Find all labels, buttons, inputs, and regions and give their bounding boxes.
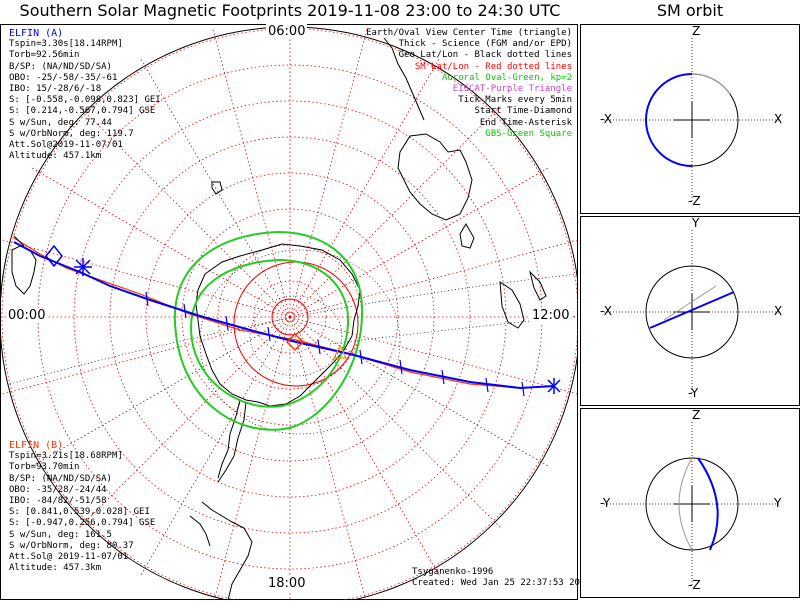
auroral-oval [173, 230, 364, 431]
legend-item: Tick Marks every 5min [458, 95, 572, 106]
elfin-a-line: Att.Sol@2019-11-07/01 [9, 140, 123, 151]
legend-item: GBS-Green Square [485, 128, 572, 139]
orbit-axis-label-top: Z [692, 24, 701, 38]
elfin-a-orbit [645, 73, 693, 167]
elfin-a-line: S w/Sun, deg: 77.44 [9, 117, 112, 128]
clock-label-bottom: 18:00 [266, 576, 308, 591]
elfin-a-track [13, 241, 555, 390]
elfin-a-info: ELFIN (A) Tspin=3.30s[18.14RPM] Torb=92.5… [9, 28, 161, 162]
start-diamond-marker [45, 244, 305, 352]
orbit-panel: Y -Y -X X [580, 216, 800, 406]
elfin-b-line: Altitude: 457.3km [9, 563, 102, 574]
orbit-axis-label-right: Y [774, 496, 782, 510]
elfin-b-name: ELFIN (B) [9, 440, 64, 451]
end-asterisk-marker [74, 258, 561, 394]
elfin-b-orbit [678, 457, 693, 551]
orbit-axis-label-top: Z [692, 408, 701, 422]
plot-title: Southern Solar Magnetic Footprints 2019-… [19, 1, 561, 20]
elfin-b-parameters: Tspin=3.21s[18.68RPM] Torb=93.70min B/SP: … [9, 451, 155, 574]
elfin-b-line: S w/OrbNorm, deg: 80.37 [9, 540, 134, 551]
legend-item: Thick - Science (FGM and/or EPD) [398, 39, 572, 50]
legend-item: Auroral Oval-Green, kp=2 [441, 72, 572, 83]
elfin-a-line: Torb=92.56min [9, 50, 80, 61]
elfin-a-line: Tspin=3.30s[18.14RPM] [9, 39, 123, 50]
elfin-a-line: S: [0.214,-0.567,0.794] GSE [9, 106, 156, 117]
legend-item: Start Time-Diamond [474, 106, 572, 117]
elfin-b-track [13, 237, 553, 389]
legend-item: EISCAT-Purple Triangle [452, 84, 572, 95]
orbit-axis-label-bottom: -Z [688, 194, 701, 208]
orbit-axis-label-right: X [774, 304, 783, 318]
elfin-b-line: IBO: -84/82/-51/58 [9, 496, 107, 507]
clock-label-left: 00:00 [6, 308, 48, 323]
elfin-b-line: Att.Sol@ 2019-11-07/01 [9, 552, 129, 563]
orbit-axis-label-bottom: -Y [688, 386, 699, 400]
elfin-a-line: Altitude: 457.1km [9, 151, 102, 162]
clock-label-right: 12:00 [530, 308, 572, 323]
elfin-b-line: S: [0.841,0.539,0.028] GEI [9, 507, 150, 518]
elfin-a-orbit [697, 457, 719, 551]
orbit-panel-plot [580, 408, 800, 598]
elfin-b-orbit [663, 285, 717, 321]
legend-item: Geo Lat/Lon - Black dotted lines [398, 50, 572, 61]
elfin-b-info: ELFIN (B) Tspin=3.21s[18.68RPM] Torb=93.7… [9, 440, 155, 574]
legend-item: End Time-Asterisk [479, 117, 572, 128]
elfin-b-line: B/SP: (NA/ND/SD/SA) [9, 473, 112, 484]
orbit-axis-label-left: -X [600, 112, 612, 126]
elfin-a-parameters: Tspin=3.30s[18.14RPM] Torb=92.56min B/SP: … [9, 39, 161, 162]
elfin-b-line: Torb=93.70min [9, 462, 80, 473]
elfin-a-orbit [649, 291, 735, 329]
orbit-panel-plot [580, 216, 800, 406]
legend-item: SM Lat/Lon - Red dotted lines [414, 61, 572, 72]
orbit-axis-label-left: -X [600, 304, 612, 318]
orbit-axis-label-right: X [774, 112, 783, 126]
orbit-panel-plot [580, 24, 800, 214]
elfin-b-line: S: [-0.947,0.256,0.794] GSE [9, 518, 156, 529]
model-credit: Tsyganenko-1996 [412, 567, 494, 577]
orbit-panel-title: SM orbit [656, 1, 724, 20]
orbit-panel: Z -Z -Y Y [580, 408, 800, 598]
view-center-triangle [333, 344, 347, 359]
map-legend: Earth/Oval View Center Time (triangle) Th… [366, 28, 572, 140]
elfin-a-name: ELFIN (A) [9, 28, 64, 39]
tick-marks [145, 291, 525, 397]
elfin-a-line: IBO: 15/-28/6/-18 [9, 84, 102, 95]
legend-item: Earth/Oval View Center Time (triangle) [366, 28, 572, 38]
elfin-a-line: S w/OrbNorm, deg: 119.7 [9, 128, 134, 139]
orbit-panel: Z -Z -X X [580, 24, 800, 214]
elfin-b-line: OBO: -35/28/-24/44 [9, 484, 107, 495]
elfin-a-line: S: [-0.558,-0.098,0.823] GEI [9, 95, 161, 106]
continent-outlines [11, 37, 547, 600]
orbit-axis-label-top: Y [692, 216, 700, 230]
elfin-a-line: B/SP: (NA/ND/SD/SA) [9, 61, 112, 72]
polar-footprint-map [0, 24, 578, 600]
elfin-b-orbit [691, 73, 731, 95]
elfin-b-line: S w/Sun, deg: 161.5 [9, 529, 112, 540]
orbit-axis-label-left: -Y [600, 496, 611, 510]
elfin-b-line: Tspin=3.21s[18.68RPM] [9, 451, 123, 462]
created-timestamp: Created: Wed Jan 25 22:37:53 2023 [412, 578, 591, 588]
clock-label-top: 06:00 [266, 24, 308, 39]
orbit-axis-label-bottom: -Z [688, 578, 701, 592]
elfin-a-line: OBO: -25/-58/-35/-61 [9, 72, 118, 83]
